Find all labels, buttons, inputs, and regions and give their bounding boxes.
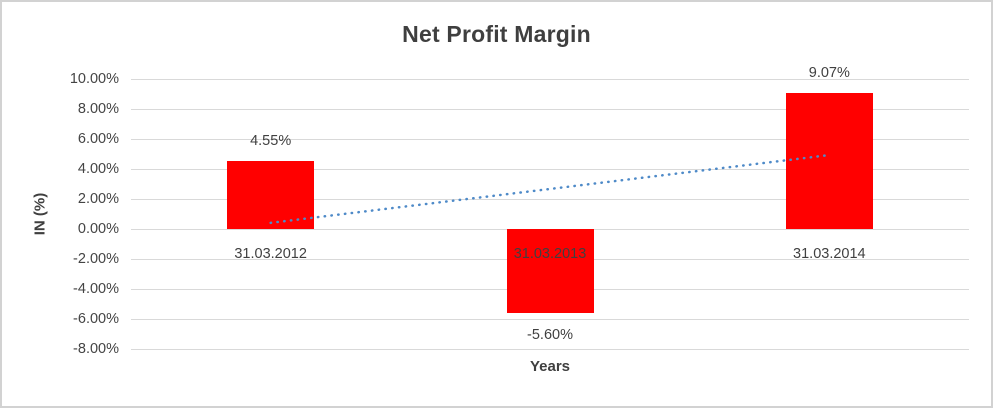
y-axis-tick-label: 0.00% bbox=[77, 221, 119, 237]
trendline-dotted-line bbox=[269, 153, 831, 225]
data-label: -5.60% bbox=[527, 327, 573, 343]
data-label: 9.07% bbox=[808, 64, 850, 81]
y-axis-tick-label: -4.00% bbox=[73, 281, 119, 297]
x-axis-category-label: 31.03.2013 bbox=[513, 246, 587, 262]
y-axis-tick-label: 8.00% bbox=[77, 101, 119, 117]
x-axis-category-label: 31.03.2012 bbox=[234, 246, 307, 262]
bar-31.03.2014 bbox=[785, 92, 873, 229]
y-axis-tick-label: 10.00% bbox=[69, 71, 119, 87]
gridline bbox=[131, 318, 969, 320]
data-label: 4.55% bbox=[250, 132, 292, 149]
gridline bbox=[131, 108, 969, 110]
gridline bbox=[131, 78, 969, 80]
y-axis-tick-label: 6.00% bbox=[77, 131, 119, 147]
gridline bbox=[131, 138, 969, 140]
y-axis-tick-label: 2.00% bbox=[77, 191, 119, 207]
bar-31.03.2013 bbox=[506, 229, 594, 313]
x-axis-category-label: 31.03.2014 bbox=[793, 246, 866, 262]
x-axis-title: Years bbox=[529, 358, 571, 375]
chart-title: Net Profit Margin bbox=[402, 21, 591, 47]
y-axis-tick-label: -6.00% bbox=[73, 311, 119, 327]
y-axis-tick-label: -8.00% bbox=[73, 341, 119, 357]
y-axis-tick-label: -2.00% bbox=[73, 251, 119, 267]
y-axis-tick-label: 4.00% bbox=[77, 161, 119, 177]
bar-31.03.2012 bbox=[227, 160, 315, 229]
gridline bbox=[131, 348, 969, 350]
